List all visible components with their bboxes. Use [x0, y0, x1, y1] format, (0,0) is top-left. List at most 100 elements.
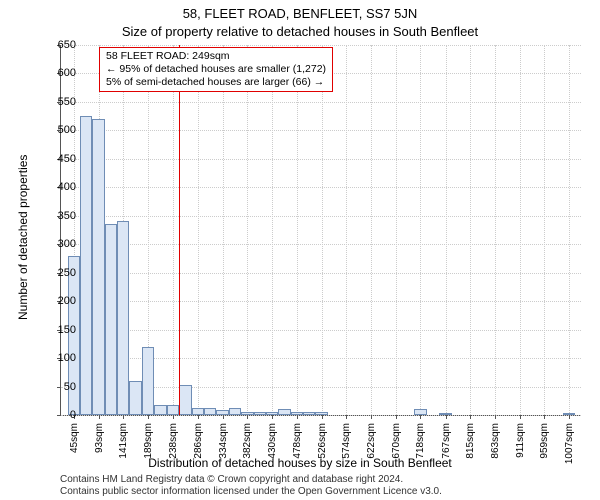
- x-tick-label: 911sqm: [515, 423, 526, 467]
- x-tick-mark: [173, 415, 174, 419]
- histogram-bar: [315, 412, 327, 415]
- y-tick-label: 600: [58, 67, 76, 79]
- annotation-box: 58 FLEET ROAD: 249sqm ← 95% of detached …: [99, 47, 333, 92]
- histogram-bar: [129, 381, 141, 415]
- y-tick-label: 650: [58, 39, 76, 51]
- x-tick-mark: [470, 415, 471, 419]
- x-tick-mark: [322, 415, 323, 419]
- x-tick-mark: [446, 415, 447, 419]
- x-tick-label: 382sqm: [242, 423, 253, 467]
- histogram-bar: [414, 409, 426, 415]
- gridline-v: [223, 45, 225, 415]
- y-tick-label: 350: [58, 210, 76, 222]
- histogram-bar: [266, 412, 278, 415]
- x-tick-label: 1007sqm: [564, 423, 575, 467]
- title-main: 58, FLEET ROAD, BENFLEET, SS7 5JN: [0, 6, 600, 21]
- x-tick-label: 238sqm: [168, 423, 179, 467]
- gridline-v: [173, 45, 175, 415]
- gridline-v: [346, 45, 348, 415]
- gridline-v: [322, 45, 324, 415]
- x-tick-mark: [198, 415, 199, 419]
- histogram-bar: [278, 409, 290, 415]
- histogram-bar: [254, 412, 266, 415]
- x-tick-mark: [99, 415, 100, 419]
- gridline-v: [297, 45, 299, 415]
- x-tick-label: 670sqm: [391, 423, 402, 467]
- y-tick-label: 200: [58, 295, 76, 307]
- x-tick-label: 959sqm: [539, 423, 550, 467]
- x-tick-mark: [371, 415, 372, 419]
- chart-container: 58, FLEET ROAD, BENFLEET, SS7 5JN Size o…: [0, 0, 600, 500]
- x-tick-label: 430sqm: [267, 423, 278, 467]
- x-tick-mark: [297, 415, 298, 419]
- y-tick-mark: [57, 415, 61, 416]
- y-axis-label: Number of detached properties: [16, 155, 30, 320]
- x-tick-label: 622sqm: [366, 423, 377, 467]
- histogram-bar: [105, 224, 117, 415]
- gridline-v: [272, 45, 274, 415]
- x-tick-mark: [396, 415, 397, 419]
- x-tick-label: 286sqm: [193, 423, 204, 467]
- gridline-v: [247, 45, 249, 415]
- x-tick-mark: [544, 415, 545, 419]
- x-tick-label: 767sqm: [441, 423, 452, 467]
- histogram-bar: [204, 408, 216, 415]
- gridline-v: [198, 45, 200, 415]
- x-tick-label: 141sqm: [118, 423, 129, 467]
- x-tick-label: 93sqm: [94, 423, 105, 467]
- x-tick-label: 45sqm: [69, 423, 80, 467]
- histogram-bar: [80, 116, 92, 415]
- x-tick-label: 478sqm: [292, 423, 303, 467]
- x-tick-label: 189sqm: [143, 423, 154, 467]
- y-tick-label: 0: [70, 409, 76, 421]
- x-tick-mark: [247, 415, 248, 419]
- histogram-bar: [142, 347, 154, 415]
- x-tick-label: 863sqm: [490, 423, 501, 467]
- footer-text: Contains HM Land Registry data © Crown c…: [60, 474, 442, 498]
- footer-line1: Contains HM Land Registry data © Crown c…: [60, 474, 442, 486]
- y-tick-label: 250: [58, 267, 76, 279]
- x-tick-mark: [569, 415, 570, 419]
- x-tick-mark: [272, 415, 273, 419]
- x-tick-mark: [123, 415, 124, 419]
- x-tick-mark: [223, 415, 224, 419]
- y-tick-mark: [57, 387, 61, 388]
- histogram-bar: [229, 408, 241, 415]
- gridline-v: [420, 45, 422, 415]
- y-tick-label: 500: [58, 124, 76, 136]
- histogram-bar: [439, 413, 451, 415]
- histogram-bar: [241, 412, 253, 415]
- x-tick-label: 526sqm: [317, 423, 328, 467]
- y-tick-label: 150: [58, 324, 76, 336]
- x-tick-label: 334sqm: [218, 423, 229, 467]
- footer-line2: Contains public sector information licen…: [60, 486, 442, 498]
- x-tick-mark: [520, 415, 521, 419]
- gridline-v: [569, 45, 571, 415]
- y-tick-label: 100: [58, 352, 76, 364]
- y-tick-label: 300: [58, 238, 76, 250]
- x-tick-mark: [420, 415, 421, 419]
- x-tick-label: 574sqm: [341, 423, 352, 467]
- histogram-bar: [179, 385, 191, 415]
- histogram-bar: [154, 405, 166, 415]
- histogram-bar: [117, 221, 129, 415]
- x-tick-label: 815sqm: [465, 423, 476, 467]
- histogram-bar: [291, 412, 303, 415]
- histogram-bar: [303, 412, 315, 415]
- annotation-line3: 5% of semi-detached houses are larger (6…: [106, 76, 326, 89]
- x-tick-label: 718sqm: [415, 423, 426, 467]
- gridline-v: [520, 45, 522, 415]
- annotation-line1: 58 FLEET ROAD: 249sqm: [106, 50, 326, 63]
- gridline-v: [446, 45, 448, 415]
- gridline-v: [396, 45, 398, 415]
- x-tick-mark: [346, 415, 347, 419]
- plot-area: 58 FLEET ROAD: 249sqm ← 95% of detached …: [60, 45, 581, 416]
- x-tick-mark: [148, 415, 149, 419]
- histogram-bar: [216, 410, 228, 415]
- y-tick-label: 50: [64, 381, 76, 393]
- reference-line: [179, 45, 180, 415]
- x-tick-mark: [495, 415, 496, 419]
- histogram-bar: [167, 405, 179, 415]
- gridline-v: [371, 45, 373, 415]
- y-tick-label: 450: [58, 153, 76, 165]
